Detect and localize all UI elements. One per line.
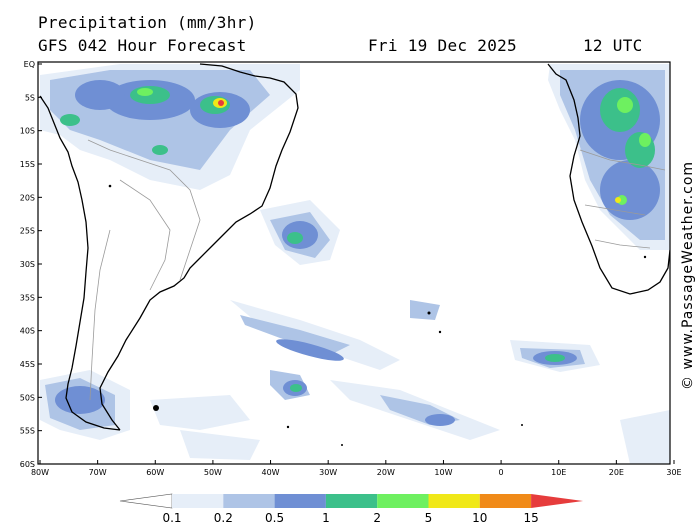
forecast-date: Fri 19 Dec 2025 bbox=[368, 36, 517, 55]
lat-label: 20S bbox=[20, 193, 35, 202]
legend-swatch bbox=[377, 494, 429, 508]
lat-label: 25S bbox=[20, 227, 35, 236]
legend-swatch bbox=[428, 494, 480, 508]
lon-label: 20E bbox=[609, 468, 624, 477]
lon-label: 30W bbox=[319, 468, 337, 477]
legend-label: 2 bbox=[373, 511, 381, 525]
legend-label: 10 bbox=[472, 511, 487, 525]
legend-label: 5 bbox=[425, 511, 433, 525]
map-frame bbox=[37, 61, 671, 465]
lon-label: 40W bbox=[261, 468, 279, 477]
lon-label: 20W bbox=[377, 468, 395, 477]
legend-label: 0.2 bbox=[214, 511, 233, 525]
legend-swatch bbox=[274, 494, 326, 508]
lat-label: 50S bbox=[20, 393, 35, 402]
precip-intense-areas bbox=[137, 88, 651, 205]
lon-label: 10W bbox=[434, 468, 452, 477]
africa-coastline bbox=[547, 63, 670, 295]
latitude-labels: EQ 5S 10S 15S 20S 25S 30S 35S 40S 45S 50S 55S 60S bbox=[20, 60, 42, 469]
lat-label: 5S bbox=[25, 93, 35, 102]
legend-label: 1 bbox=[322, 511, 330, 525]
legend-swatch bbox=[172, 494, 224, 508]
lat-label: 30S bbox=[20, 260, 35, 269]
legend-label: 0.5 bbox=[265, 511, 284, 525]
longitude-labels: 80W 70W 60W 50W 40W 30W 20W 10W 0 10E 20E 30E bbox=[31, 460, 682, 477]
lat-label: 60S bbox=[20, 460, 35, 469]
chart-title: Precipitation (mm/3hr) bbox=[38, 13, 257, 32]
precip-field bbox=[39, 63, 670, 464]
legend-swatch bbox=[531, 494, 584, 508]
legend-label: 15 bbox=[523, 511, 538, 525]
site-credit: © www.PassageWeather.com bbox=[680, 160, 696, 390]
precip-extreme-areas bbox=[213, 98, 621, 203]
lat-label: EQ bbox=[24, 60, 35, 69]
legend-label: 0.1 bbox=[162, 511, 181, 525]
lon-label: 70W bbox=[89, 468, 107, 477]
country-borders bbox=[87, 139, 666, 401]
lat-label: 55S bbox=[20, 427, 35, 436]
lon-label: 60W bbox=[146, 468, 164, 477]
forecast-model-label: GFS 042 Hour Forecast bbox=[38, 36, 247, 55]
lon-label: 30E bbox=[666, 468, 681, 477]
lon-label: 50W bbox=[204, 468, 222, 477]
lat-label: 40S bbox=[20, 327, 35, 336]
forecast-time: 12 UTC bbox=[583, 36, 643, 55]
islands bbox=[108, 184, 647, 446]
south-america-coastline bbox=[39, 63, 299, 431]
legend-swatch bbox=[479, 494, 532, 508]
lat-label: 35S bbox=[20, 293, 35, 302]
precipitation-legend: 0.1 0.2 0.5 1 2 5 10 15 bbox=[119, 493, 584, 525]
lat-label: 10S bbox=[20, 127, 35, 136]
legend-swatch bbox=[325, 494, 378, 508]
lat-label: 45S bbox=[20, 360, 35, 369]
lon-label: 80W bbox=[31, 468, 49, 477]
lon-label: 10E bbox=[551, 468, 566, 477]
legend-swatch bbox=[223, 494, 275, 508]
lat-label: 15S bbox=[20, 160, 35, 169]
lon-label: 0 bbox=[499, 468, 504, 477]
legend-swatch bbox=[119, 493, 173, 509]
